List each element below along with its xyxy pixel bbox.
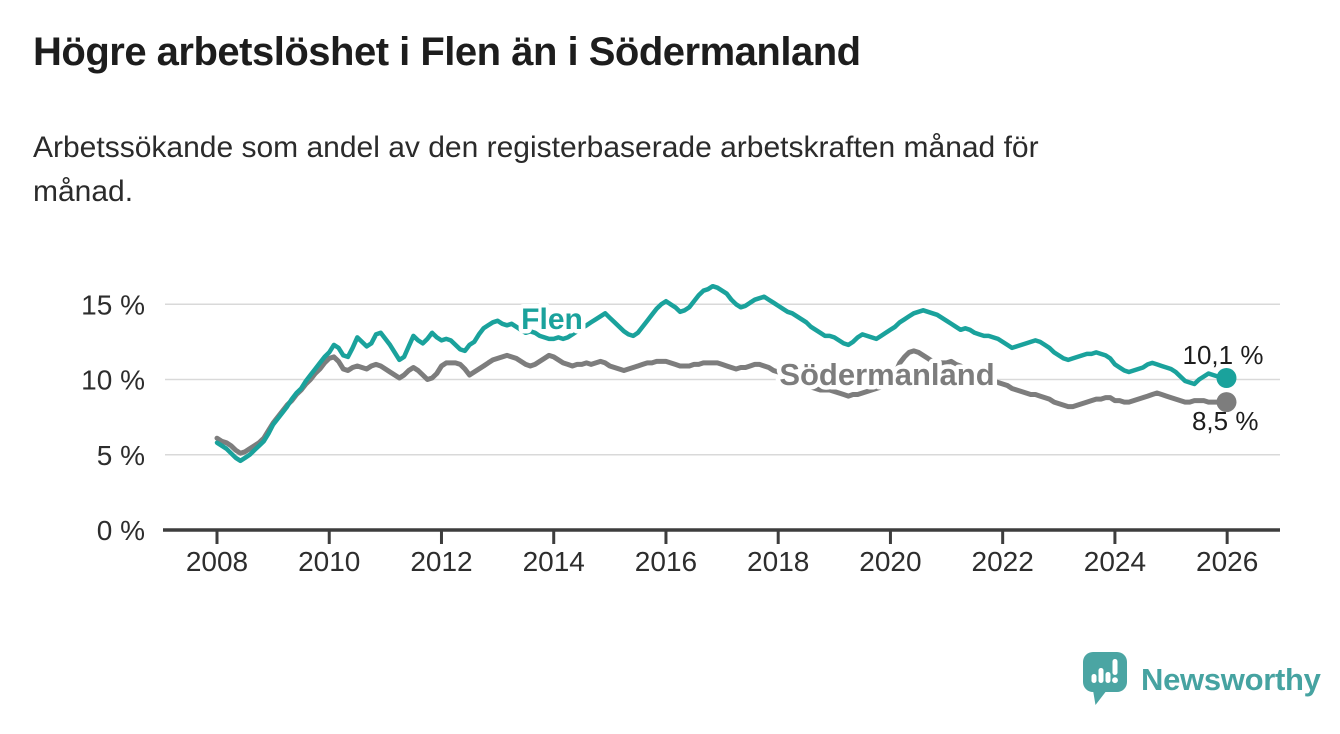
series-line-flen: [214, 283, 1225, 464]
y-tick-label: 0 %: [97, 515, 145, 546]
x-tick-label: 2020: [859, 546, 921, 577]
x-tick-label: 2022: [972, 546, 1034, 577]
bar-1: [1091, 674, 1097, 683]
speech-bubble-shape: [1083, 652, 1127, 705]
chart-subtitle: Arbetssökande som andel av den registerb…: [33, 126, 1253, 214]
brand-name: Newsworthy: [1141, 662, 1321, 697]
end-dot-södermanland: [1216, 392, 1237, 413]
y-tick-label: 10 %: [81, 365, 145, 396]
x-tick-label: 2014: [523, 546, 585, 577]
speech-bubble-bar-chart-icon: [1083, 652, 1127, 705]
y-tick-label: 5 %: [97, 440, 145, 471]
end-dot-flen: [1216, 367, 1237, 388]
x-tick-label: 2016: [635, 546, 697, 577]
series-label-flen: Flen: [521, 303, 583, 336]
exclamation-dot: [1112, 677, 1118, 684]
end-value-label-flen: 10,1 %: [1183, 340, 1264, 370]
bar-3: [1105, 672, 1111, 683]
x-tick-label: 2010: [298, 546, 360, 577]
x-tick-label: 2008: [186, 546, 248, 577]
x-tick-label: 2018: [747, 546, 809, 577]
page-title: Högre arbetslöshet i Flen än i Södermanl…: [33, 30, 861, 74]
x-tick-label: 2026: [1196, 546, 1258, 577]
x-tick-label: 2024: [1084, 546, 1146, 577]
subtitle-line-2: månad.: [33, 175, 134, 208]
x-tick-label: 2012: [410, 546, 472, 577]
bar-2: [1098, 668, 1104, 683]
exclamation-bar: [1112, 659, 1118, 675]
series-line-södermanland: [214, 348, 1225, 456]
end-value-label-södermanland: 8,5 %: [1192, 406, 1259, 436]
y-tick-label: 15 %: [81, 289, 145, 320]
newsworthy-logo: Newsworthy: [1082, 650, 1321, 710]
subtitle-line-1: Arbetssökande som andel av den registerb…: [33, 131, 1039, 164]
series-label-södermanland: Södermanland: [779, 357, 994, 392]
